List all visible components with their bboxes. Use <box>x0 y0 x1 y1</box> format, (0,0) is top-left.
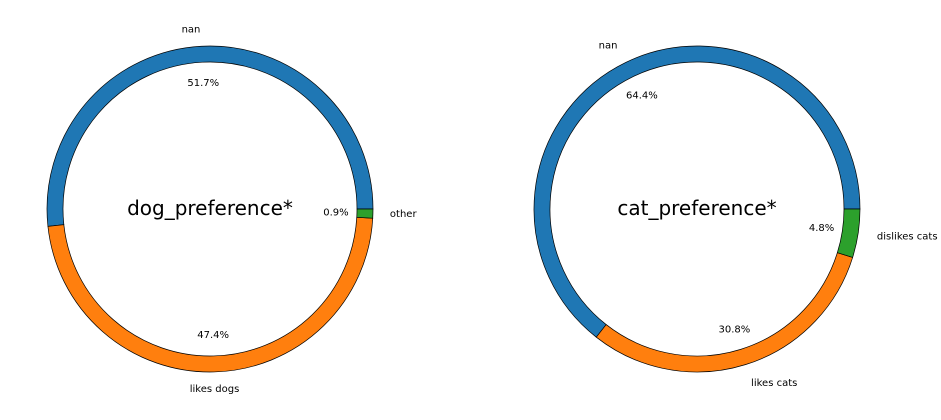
cat-preference-title: cat_preference* <box>617 196 776 220</box>
cat-preference-donut: cat_preference* nan 64.4% likes cats 30.8% d… <box>533 40 938 389</box>
cat-slice-label-nan: nan <box>599 40 618 51</box>
cat-slice-dislikes-cats <box>836 208 861 258</box>
dog-slice-label-nan: nan <box>182 24 201 35</box>
dog-slice-label-other: other <box>390 209 418 220</box>
cat-pct-label-likes-cats: 30.8% <box>719 324 751 335</box>
cat-slice-nan <box>533 45 861 338</box>
cat-slice-label-likes-cats: likes cats <box>751 378 797 389</box>
cat-pct-label-dislikes-cats: 4.8% <box>809 223 834 234</box>
dog-slice-other <box>356 208 374 219</box>
dog-preference-donut: dog_preference* nan 51.7% likes dogs 47.4% o… <box>46 24 418 395</box>
cat-slice-label-dislikes-cats: dislikes cats <box>877 231 938 242</box>
dog-pct-label-other: 0.9% <box>323 208 348 219</box>
dog-slice-label-likes-dogs: likes dogs <box>190 384 240 395</box>
dog-preference-title: dog_preference* <box>127 196 293 220</box>
dog-pct-label-likes-dogs: 47.4% <box>197 330 229 341</box>
cat-slice-likes-cats <box>595 252 854 373</box>
dog-slice-likes-dogs <box>47 216 374 373</box>
cat-pct-label-nan: 64.4% <box>626 91 658 102</box>
dog-pct-label-nan: 51.7% <box>187 78 219 89</box>
